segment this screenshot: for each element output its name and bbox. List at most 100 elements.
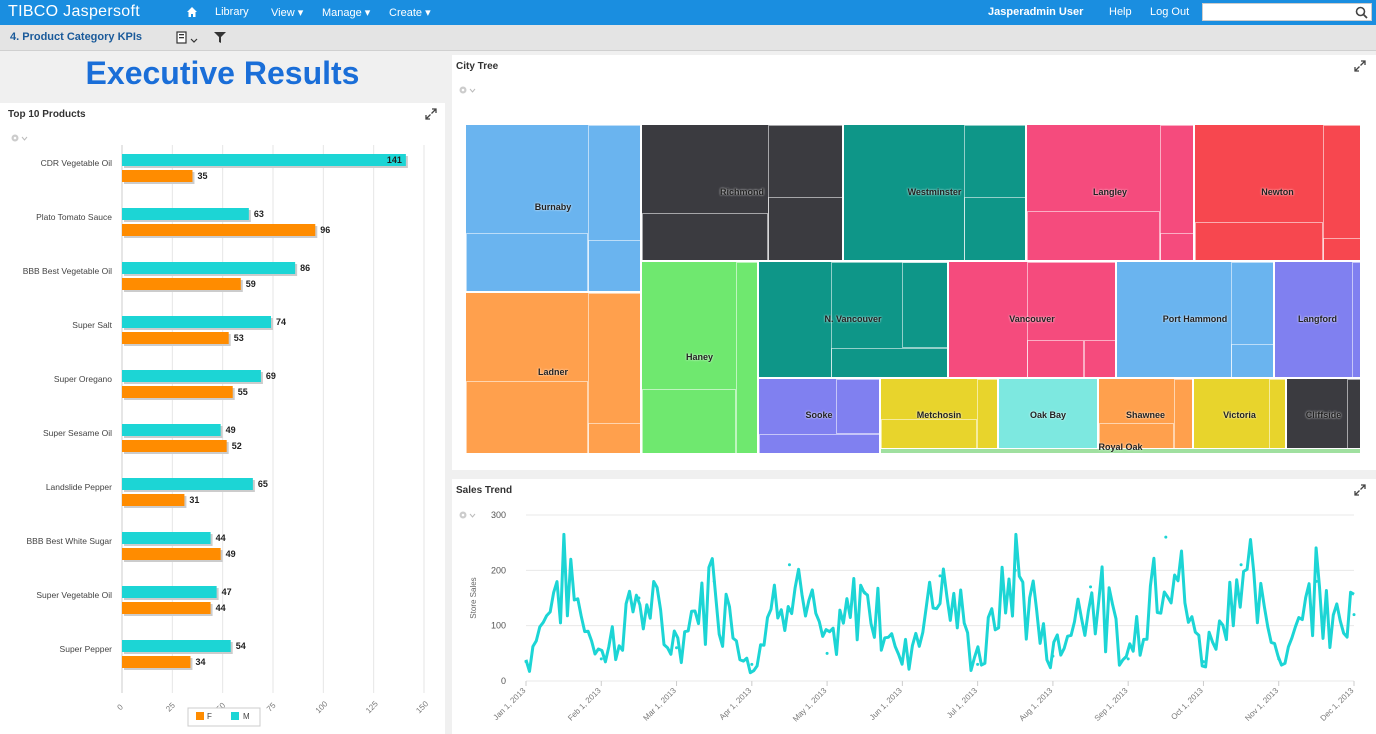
bar-f [122,332,229,344]
top10-panel: Top 10 Products 0 25 50 75 100 125 150 CDR Vege… [0,103,445,734]
jaspersoft-logo[interactable]: TIBCO Jaspersoft [8,3,140,21]
sales-trend-title: Sales Trend [456,485,513,496]
treemap-label: Richmond [720,186,764,197]
nav-view[interactable]: View ▾ [271,7,304,19]
data-point [1051,654,1055,658]
top10-title: Top 10 Products [8,109,86,120]
treemap-cell[interactable] [880,448,1361,454]
treemap-label: Metchosin [916,410,962,420]
expand-icon[interactable] [1354,484,1366,496]
data-label-f: 53 [234,333,244,343]
category-label: Plato Tomato Sauce [36,212,112,222]
treemap-subcell [881,419,977,455]
expand-icon[interactable] [425,108,437,120]
treemap-cell[interactable] [843,124,1027,262]
logout-link[interactable]: Log Out [1150,6,1190,18]
sales-trend-panel: Sales Trend 0 100 200 300 Store Sales Jan 1, … [452,479,1376,734]
search-icon[interactable] [1355,6,1368,19]
treemap-cell[interactable] [948,261,1117,379]
chart-options-icon[interactable] [458,85,476,95]
nav-library[interactable]: Library [215,6,249,18]
data-point [825,651,829,655]
data-point [524,660,528,664]
user-menu[interactable]: Jasperadmin User [988,6,1084,18]
treemap-label: Shawnee [1125,410,1166,420]
x-tick-label: 150 [414,699,430,715]
legend-label-m: M [243,712,250,721]
treemap-cell[interactable] [1286,378,1362,455]
treemap-cell[interactable] [465,292,642,455]
data-label-m: 47 [222,587,232,597]
x-tick-label: Apr 1, 2013 [718,686,754,722]
data-label-m: 44 [216,533,226,543]
nav-manage[interactable]: Manage ▾ [322,7,371,19]
chart-options-icon[interactable] [10,133,28,143]
treemap-subcell [836,379,881,434]
treemap-subcell [1160,233,1195,262]
filter-icon[interactable] [213,31,227,44]
bar-f [122,494,185,506]
x-tick-label: Jul 1, 2013 [945,686,979,720]
x-tick-label: 125 [364,699,380,715]
city-treemap: Burnaby Richmond Westminster Langley Newton L… [465,124,1362,455]
treemap-label: Oak Bay [1029,410,1067,420]
data-label-m: 63 [254,209,264,219]
dashboard-heading: Executive Results [85,55,360,91]
data-label-m: 49 [226,425,236,435]
bar-m [122,154,406,166]
data-point [976,662,980,666]
category-label: Super Pepper [60,644,113,654]
bar-f [122,278,241,290]
bar-f [122,224,316,236]
treemap-cell[interactable] [1026,124,1195,262]
treemap-label: Sooke [805,410,833,420]
treemap-cell[interactable] [758,261,949,379]
search-input[interactable] [1202,3,1372,21]
data-point [1314,579,1318,583]
treemap-subcell [466,381,588,455]
treemap-subcell [759,434,881,455]
treemap-cell[interactable] [641,261,759,455]
x-tick-label: 100 [314,699,330,715]
treemap-label: Royal Oak [1098,442,1143,452]
city-tree-title: City Tree [456,61,499,72]
y-tick-label: 200 [491,565,506,575]
data-point [599,657,603,661]
x-tick-label: Nov 1, 2013 [1243,686,1280,723]
treemap-cell[interactable] [641,124,844,262]
data-label-m: 54 [236,641,246,651]
y-tick-label: 300 [491,510,506,520]
sales-trend-line-chart: 0 100 200 300 Store Sales Jan 1, 2013 Feb 1, 2… [469,510,1356,724]
treemap-subcell [902,262,949,348]
data-label-f: 44 [216,603,226,613]
x-tick-label: 75 [265,701,278,714]
treemap-label: Langley [1092,186,1128,197]
data-point [712,579,716,583]
chart-options-icon[interactable] [458,510,476,520]
data-label-m: 141 [387,155,402,165]
treemap-subcell [1195,222,1323,262]
bar-m [122,478,253,490]
nav-create[interactable]: Create ▾ [389,7,431,19]
data-point [1201,660,1205,664]
data-label-m: 65 [258,479,268,489]
treemap-label: Westminster [907,186,962,197]
data-label-f: 35 [197,171,207,181]
treemap-cell[interactable] [1194,124,1362,262]
x-tick-label: Feb 1, 2013 [566,686,603,723]
treemap-cell[interactable] [1193,378,1287,455]
export-icon[interactable] [176,31,200,45]
treemap-label: N. Vancouver [824,313,882,324]
treemap-subcell [1084,340,1117,379]
logo-product: Jaspersoft [63,3,140,20]
top-nav-bar: TIBCO Jaspersoft Library View ▾ Manage ▾… [0,0,1376,25]
bar-m [122,208,249,220]
expand-icon[interactable] [1354,60,1366,72]
bar-m [122,424,221,436]
home-icon[interactable] [186,6,198,18]
help-link[interactable]: Help [1109,6,1132,18]
data-point [675,646,679,650]
x-tick-label: Jun 1, 2013 [868,686,904,722]
bar-m [122,316,271,328]
treemap-cell[interactable] [1274,261,1362,379]
